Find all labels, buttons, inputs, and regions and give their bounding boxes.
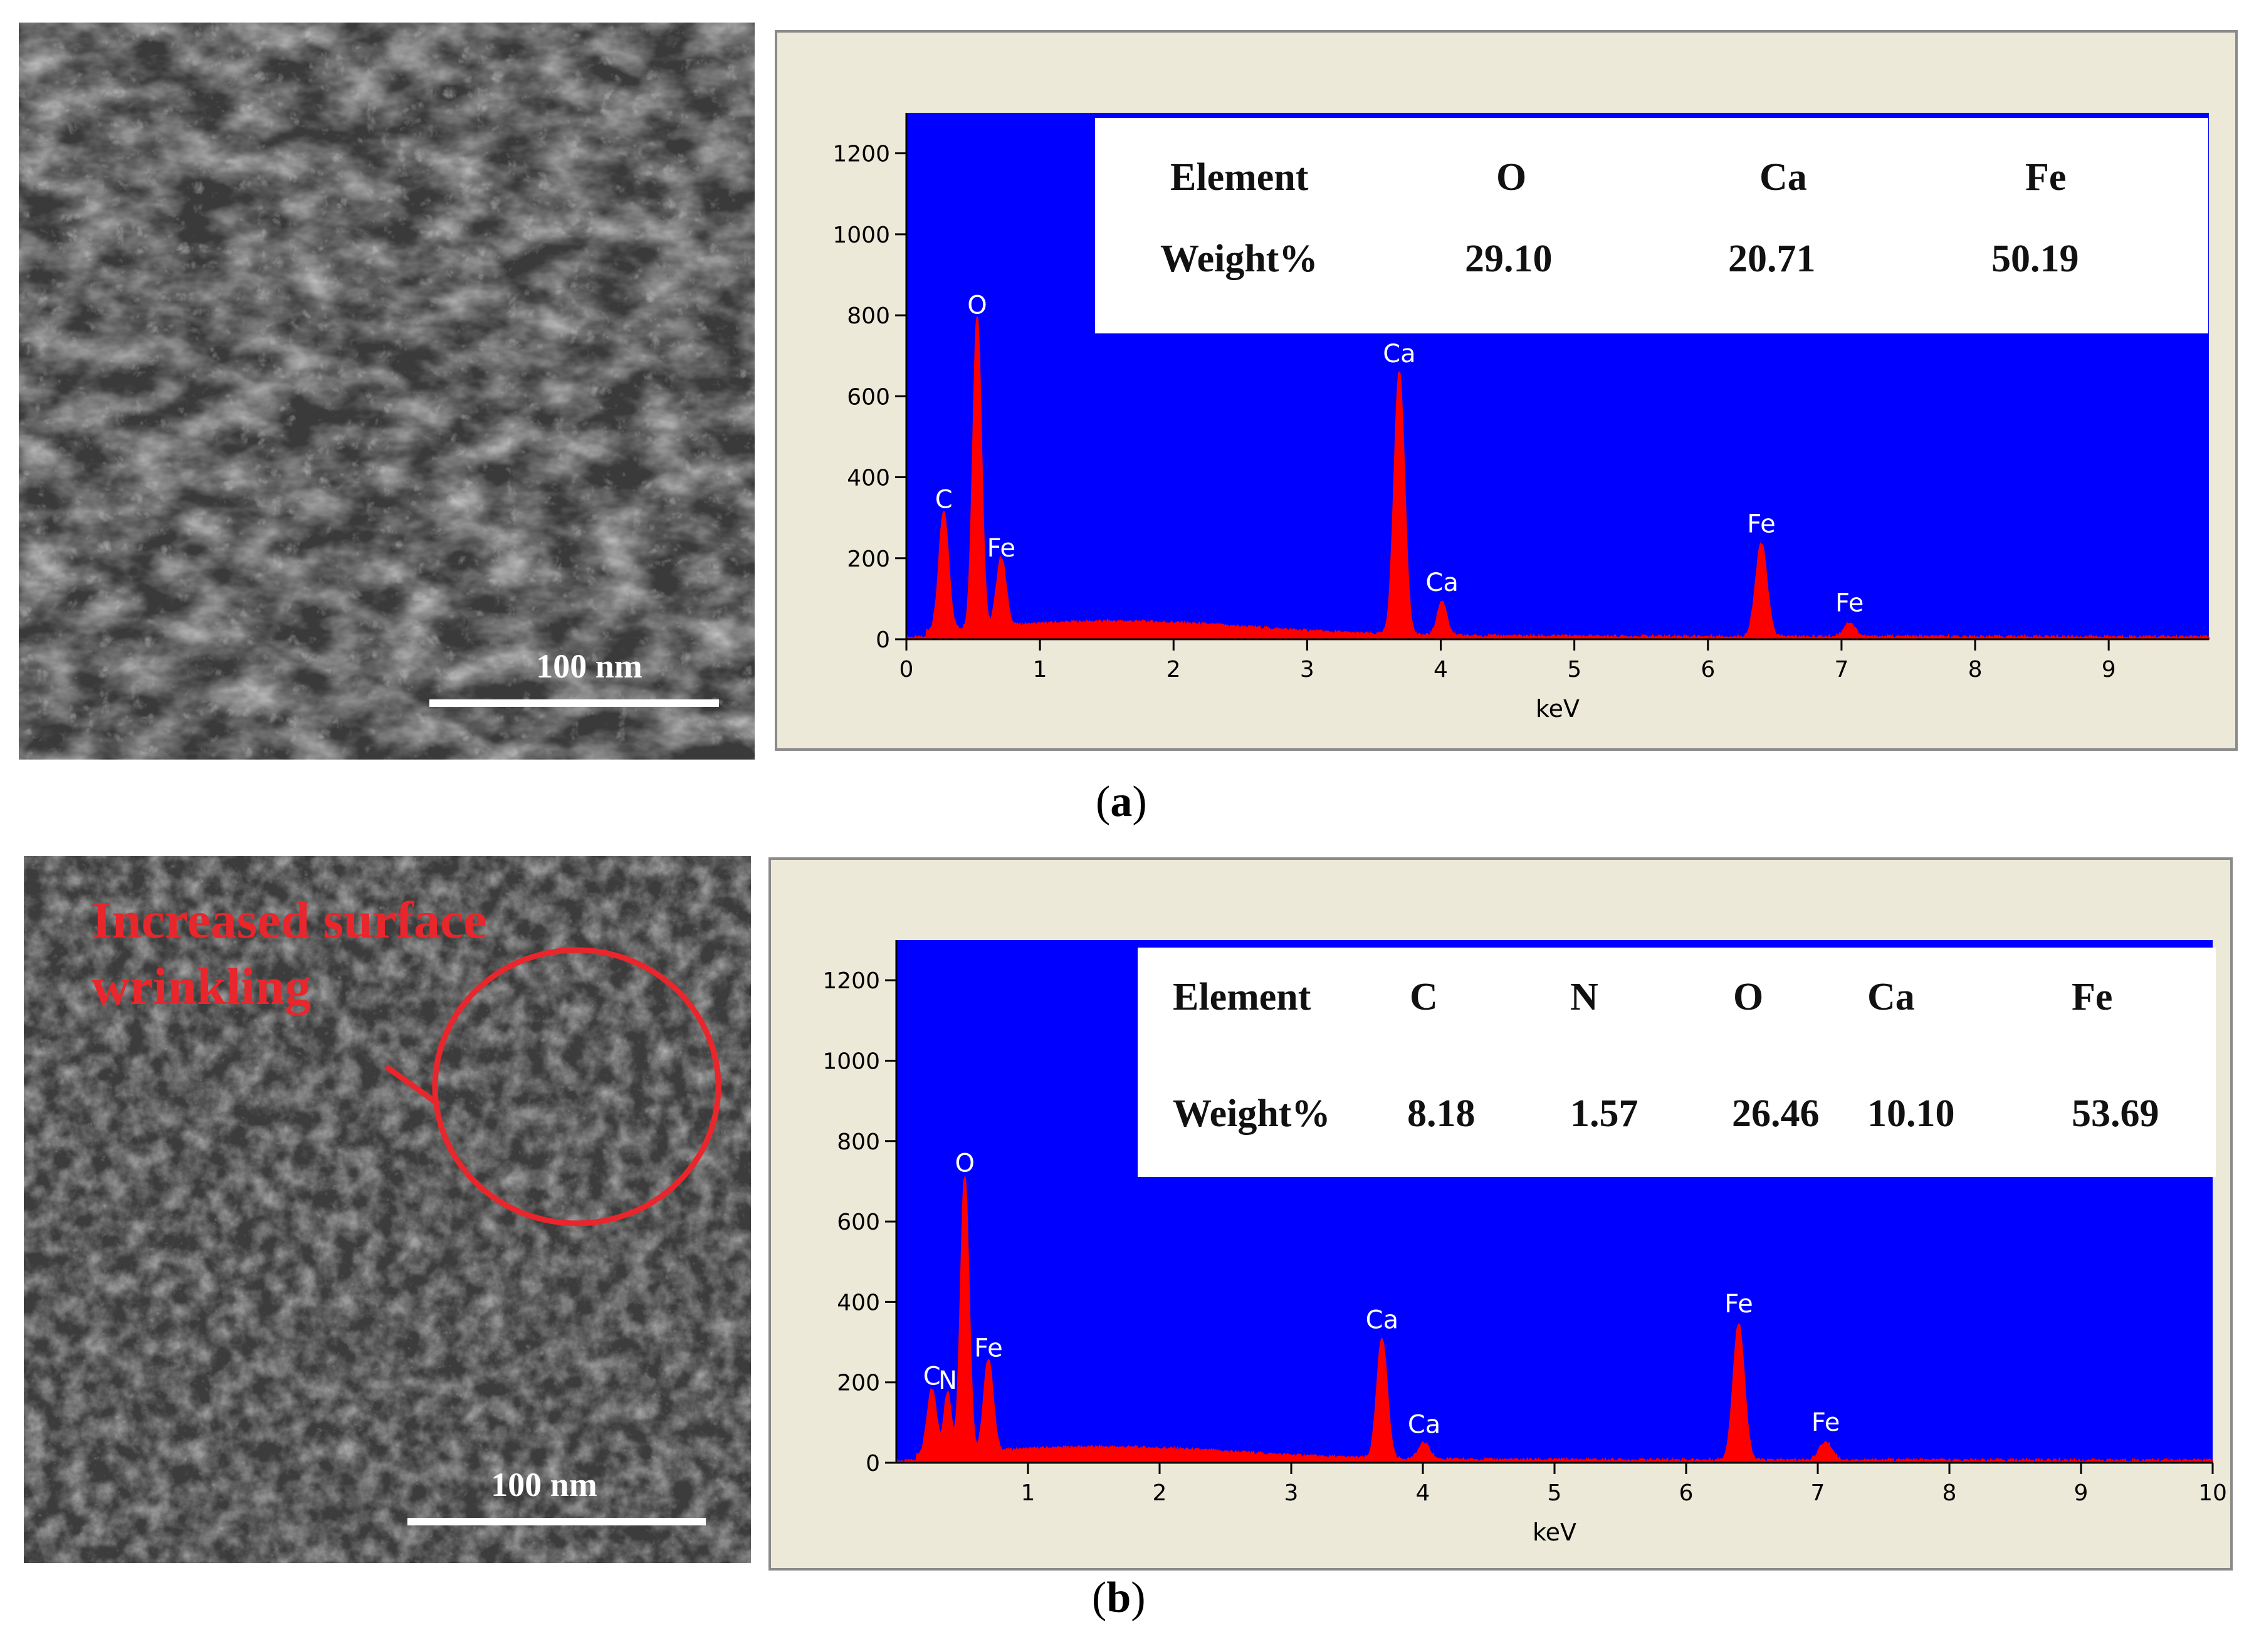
eds-a-x-tick-label: 6 [1701,657,1715,682]
eds-a-x-tick-label: 7 [1834,657,1848,682]
eds-b-peak-label: Fe [974,1334,1002,1362]
caption-b: (b) [1092,1574,1146,1622]
eds-b-peak-label: O [955,1149,974,1178]
eds-b-x-tick-label: 7 [1811,1480,1825,1506]
sem-texture-b [24,856,751,1563]
eds-a-peak-label: O [967,291,987,320]
eds-a-y-tick-label: 0 [876,627,890,653]
eds-b-x-tick-label: 3 [1284,1480,1299,1506]
annotation-text: Increased surface wrinkling [92,891,487,1016]
eds-table-header-label: Element [1170,156,1309,199]
eds-a-y-tick-label: 1000 [832,222,890,248]
annotation-pointer [384,1064,441,1107]
eds-a-x-tick-label: 1 [1033,657,1047,682]
eds-b-peak-label: N [938,1366,957,1395]
eds-b-y-tick-label: 200 [837,1371,880,1396]
caption-a: (a) [1096,778,1147,826]
eds-b-x-tick-label: 10 [2198,1480,2227,1506]
sem-image-b: Increased surface wrinkling 100 nm [24,856,751,1563]
eds-table-element: O [1733,976,1764,1018]
scale-bar-b [407,1518,706,1525]
eds-b-y-tick-label: 600 [837,1210,880,1235]
eds-a-peak-label: Fe [1747,510,1775,538]
eds-table-weight: 20.71 [1728,238,1816,280]
eds-table-weight: 29.10 [1465,238,1553,280]
eds-b-y-tick-label: 800 [837,1129,880,1155]
eds-table-value-label: Weight% [1173,1092,1331,1135]
eds-b-y-tick-label: 0 [866,1451,880,1477]
eds-table-weight: 26.46 [1732,1092,1820,1135]
eds-table-element: Fe [2025,156,2067,199]
eds-b-y-tick-label: 1200 [822,968,880,994]
eds-table-element: N [1570,976,1598,1018]
eds-table-a: Element Weight% O Ca Fe 29.10 20.71 50.1… [1095,118,2208,333]
eds-table-weight: 10.10 [1867,1092,1955,1135]
eds-b-x-tick-label: 4 [1416,1480,1430,1506]
sem-texture-a [19,23,755,760]
eds-b-y-tick-label: 400 [837,1290,880,1315]
eds-b-x-axis-label: keV [1533,1519,1576,1546]
eds-b-x-tick-label: 8 [1943,1480,1957,1506]
eds-a-x-tick-label: 3 [1300,657,1314,682]
eds-b-peak-label: Ca [1408,1410,1440,1439]
eds-table-value-label: Weight% [1160,238,1318,280]
eds-table-header-label: Element [1173,976,1311,1018]
eds-b-x-tick-label: 5 [1548,1480,1562,1506]
sem-image-a: 100 nm [19,23,755,760]
eds-a-y-tick-label: 400 [847,466,890,491]
eds-table-element: Ca [1867,976,1915,1018]
eds-a-peak-label: Fe [987,534,1015,563]
panel-a: 100 nm C O Fe Ca Ca Fe Fe 0 200 400 600 800 1000 1200… [19,23,2238,826]
eds-a-x-tick-label: 9 [2102,657,2116,682]
eds-b-peak-label: Ca [1366,1306,1398,1335]
eds-a-spectrum-line [905,316,2210,641]
eds-a-y-tick-label: 600 [847,384,890,410]
eds-table-element: O [1496,156,1527,199]
scale-bar-label-b: 100 nm [491,1466,597,1503]
eds-chart-b: C N O Fe Ca Ca Fe Fe 0 200 400 600 800 1000 1200 1 2 3 4 5 6… [768,857,2233,1571]
eds-a-peak-label: Ca [1383,340,1415,369]
scale-bar-a [429,699,719,707]
eds-table-weight: 53.69 [2072,1092,2159,1135]
eds-table-b: Element Weight% C N O Ca Fe 8.18 1.57 26… [1138,948,2216,1177]
eds-b-peak-label: Fe [1724,1290,1753,1319]
eds-a-peak-label: Fe [1835,588,1864,617]
eds-a-peak-label: C [935,486,953,515]
eds-table-element: Ca [1759,156,1807,199]
eds-a-y-tick-label: 800 [847,303,890,329]
eds-a-x-axis-label: keV [1536,695,1580,723]
eds-a-x-tick-label: 0 [899,657,914,682]
eds-a-x-tick-label: 8 [1968,657,1983,682]
eds-table-weight: 50.19 [1991,238,2079,280]
eds-a-peak-label: Ca [1425,568,1458,597]
eds-b-x-tick-label: 1 [1021,1480,1035,1506]
eds-b-peak-label: C [923,1362,941,1391]
eds-a-x-tick-label: 5 [1567,657,1581,682]
eds-table-weight: 8.18 [1407,1092,1476,1135]
eds-b-x-tick-label: 9 [2074,1480,2089,1506]
eds-table-element: Fe [2072,976,2113,1018]
annotation-circle [432,947,721,1226]
eds-b-spectrum-line [895,1176,2213,1465]
panel-b: Increased surface wrinkling 100 nm C N O Fe… [0,826,2244,1652]
eds-table-weight: 1.57 [1570,1092,1638,1135]
eds-b-peak-label: Fe [1811,1408,1840,1437]
scale-bar-label-a: 100 nm [536,647,642,685]
eds-chart-a: C O Fe Ca Ca Fe Fe 0 200 400 600 800 1000 1200 0 1 2 3 4 5 6… [775,30,2238,751]
eds-b-x-tick-label: 6 [1679,1480,1694,1506]
eds-b-x-tick-label: 2 [1153,1480,1167,1506]
eds-b-y-tick-label: 1000 [822,1048,880,1074]
eds-a-x-tick-label: 4 [1434,657,1448,682]
eds-table-element: C [1410,976,1438,1018]
eds-a-y-tick-label: 1200 [832,142,890,167]
eds-a-x-tick-label: 2 [1167,657,1181,682]
eds-a-y-tick-label: 200 [847,546,890,572]
